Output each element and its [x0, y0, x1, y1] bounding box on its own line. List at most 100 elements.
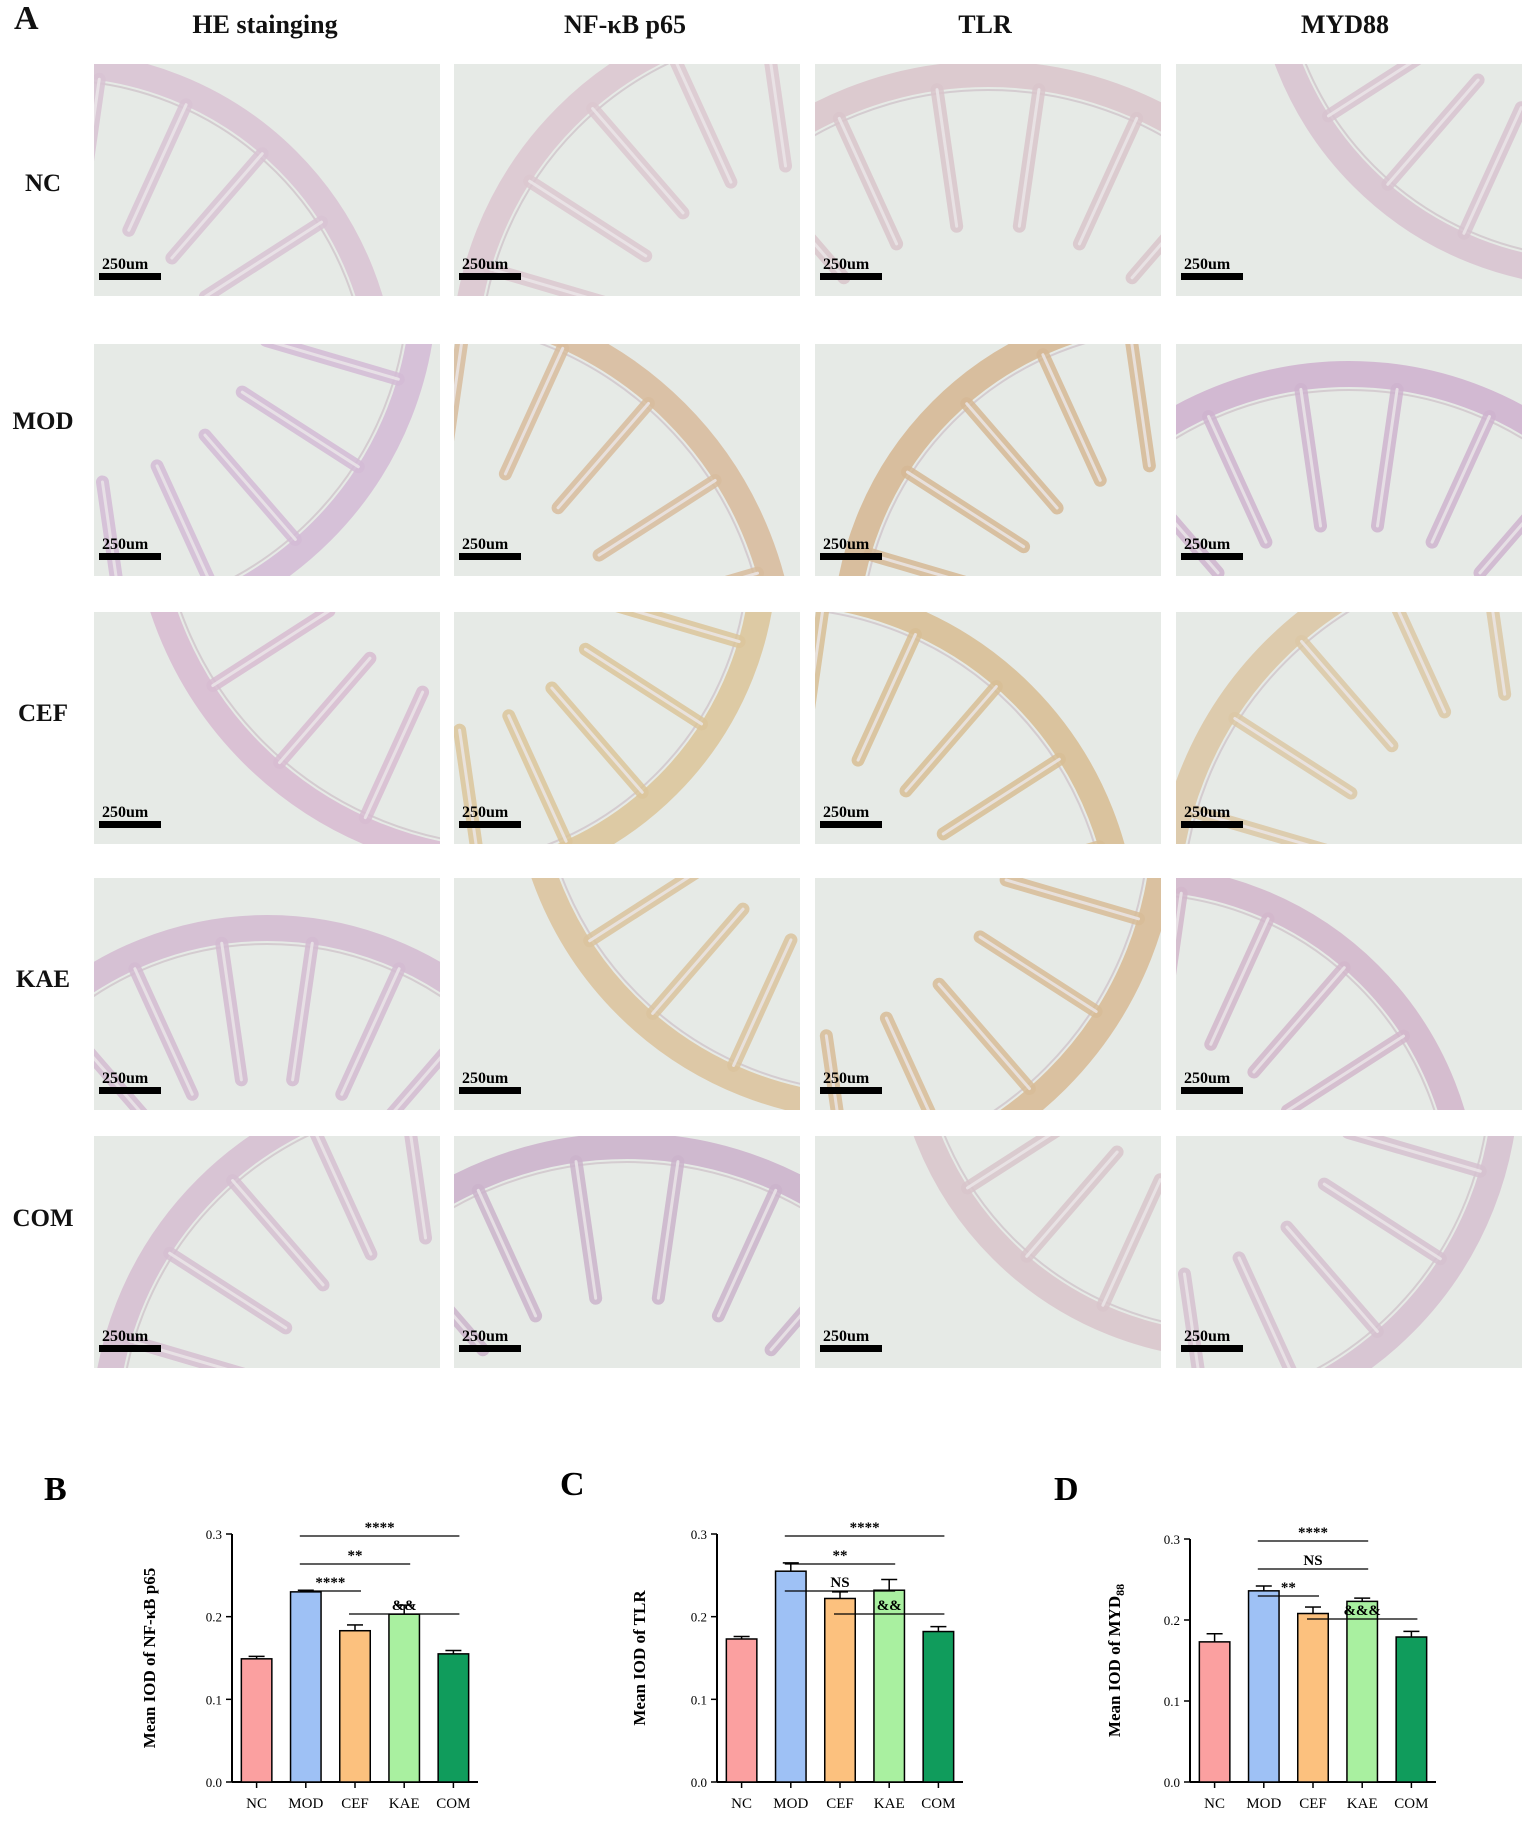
x-tick-label: KAE: [389, 1796, 420, 1812]
scale-bar: [1181, 821, 1243, 828]
y-tick-label: 0.3: [691, 1527, 707, 1542]
scale-bar-label: 250um: [1184, 256, 1231, 273]
bar-kae: [873, 1589, 906, 1783]
scale-bar-label: 250um: [823, 1070, 870, 1087]
scale-bar-label: 250um: [1184, 804, 1231, 821]
significance-label: ****: [315, 1575, 345, 1591]
bar-mod: [1247, 1590, 1280, 1783]
column-header-he: HE stainging: [192, 10, 338, 39]
y-axis-label: Mean IOD of MYD88: [1105, 1584, 1127, 1737]
y-tick-label: 0.3: [1164, 1532, 1180, 1547]
significance-label: **: [348, 1548, 363, 1564]
micrograph-cef-1: 250um: [94, 612, 440, 844]
micrograph-nc-3: 250um: [815, 64, 1161, 296]
scale-bar-label: 250um: [462, 804, 509, 821]
significance-label: NS: [830, 1575, 849, 1591]
x-tick-label: MOD: [288, 1796, 323, 1812]
bar-mod: [774, 1570, 807, 1783]
micrograph-mod-1: 250um: [94, 344, 440, 576]
scale-bar: [99, 1345, 161, 1352]
row-label-mod: MOD: [12, 408, 74, 435]
row-label-nc: NC: [24, 170, 62, 197]
scale-bar: [459, 273, 521, 280]
y-tick-label: 0.2: [1164, 1613, 1180, 1628]
bar-kae: [1346, 1600, 1379, 1783]
bar-cef: [823, 1597, 857, 1783]
row-label-com: COM: [12, 1205, 74, 1232]
micrograph-com-4: 250um: [1176, 1136, 1522, 1368]
scale-bar-label: 250um: [102, 804, 149, 821]
panel-label: C: [560, 1466, 585, 1503]
scale-bar: [1181, 1087, 1243, 1094]
panel-a-label: A: [14, 0, 39, 37]
x-tick-label: CEF: [1299, 1796, 1327, 1812]
row-label-cef: CEF: [18, 700, 68, 727]
scale-bar: [820, 553, 882, 560]
chart-nfkb-p65: B 0.0 0.1 0.2 0.3 Mean IOD of NF-κB p65 NC MOD C…: [0, 1455, 512, 1822]
scale-bar: [99, 273, 161, 280]
x-tick-label: NC: [246, 1796, 267, 1812]
micrograph-mod-2: 250um: [454, 344, 800, 576]
bar-cef: [338, 1629, 372, 1783]
scale-bar-label: 250um: [462, 1070, 509, 1087]
x-tick-label: COM: [1394, 1796, 1428, 1812]
bar-nc: [240, 1658, 273, 1783]
scale-bar-label: 250um: [823, 1328, 870, 1345]
panel-label: D: [1054, 1471, 1079, 1508]
scale-bar-label: 250um: [823, 256, 870, 273]
bar-nc: [1198, 1641, 1231, 1783]
scale-bar-label: 250um: [102, 1070, 149, 1087]
x-tick-label: COM: [436, 1796, 470, 1812]
bar-mod: [289, 1591, 322, 1783]
scale-bar: [459, 553, 521, 560]
y-axis-label: Mean IOD of TLR: [630, 1590, 649, 1726]
scale-bar-label: 250um: [102, 256, 149, 273]
panel-label: B: [44, 1471, 67, 1508]
y-axis-label: Mean IOD of NF-κB p65: [140, 1568, 159, 1748]
x-tick-label: COM: [921, 1796, 955, 1812]
micrograph-cef-4: 250um: [1176, 612, 1522, 844]
micrograph-nc-1: 250um: [94, 64, 440, 296]
chart-tlr: C 0.0 0.1 0.2 0.3 Mean IOD of TLR NC MOD CEF KAE C…: [512, 1455, 1024, 1822]
x-tick-label: NC: [1204, 1796, 1225, 1812]
significance-label: ****: [365, 1520, 395, 1536]
scale-bar: [820, 821, 882, 828]
micrograph-kae-1: 250um: [94, 878, 440, 1110]
micrograph-mod-3: 250um: [815, 344, 1161, 576]
scale-bar: [459, 821, 521, 828]
bar-nc: [725, 1638, 758, 1783]
micrograph-nc-4: 250um: [1176, 64, 1522, 296]
scale-bar: [1181, 553, 1243, 560]
column-header-nfkb: NF-κB p65: [563, 10, 687, 39]
scale-bar: [99, 1087, 161, 1094]
y-tick-label: 0.1: [691, 1692, 707, 1707]
x-tick-label: MOD: [773, 1796, 808, 1812]
micrograph-cef-3: 250um: [815, 612, 1161, 844]
scale-bar-label: 250um: [102, 536, 149, 553]
scale-bar: [459, 1087, 521, 1094]
significance-label: ****: [850, 1520, 880, 1536]
significance-label: &&&: [1343, 1603, 1381, 1619]
x-tick-label: CEF: [341, 1796, 369, 1812]
x-tick-label: KAE: [874, 1796, 905, 1812]
bar-com: [1395, 1636, 1428, 1783]
scale-bar-label: 250um: [462, 1328, 509, 1345]
y-tick-label: 0.2: [691, 1610, 707, 1625]
y-tick-label: 0.1: [206, 1692, 222, 1707]
micrograph-com-2: 250um: [454, 1136, 800, 1368]
scale-bar: [1181, 1345, 1243, 1352]
scale-bar-label: 250um: [823, 804, 870, 821]
scale-bar: [99, 553, 161, 560]
bar-cef: [1296, 1612, 1330, 1783]
scale-bar: [820, 1087, 882, 1094]
scale-bar: [99, 821, 161, 828]
significance-label: &&: [877, 1598, 902, 1614]
scale-bar-label: 250um: [462, 536, 509, 553]
y-tick-label: 0.3: [206, 1527, 222, 1542]
scale-bar-label: 250um: [823, 536, 870, 553]
micrograph-cef-2: 250um: [454, 612, 800, 844]
significance-label: ****: [1298, 1525, 1328, 1541]
scale-bar-label: 250um: [1184, 536, 1231, 553]
significance-label: **: [833, 1548, 848, 1564]
micrograph-kae-2: 250um: [454, 878, 800, 1110]
